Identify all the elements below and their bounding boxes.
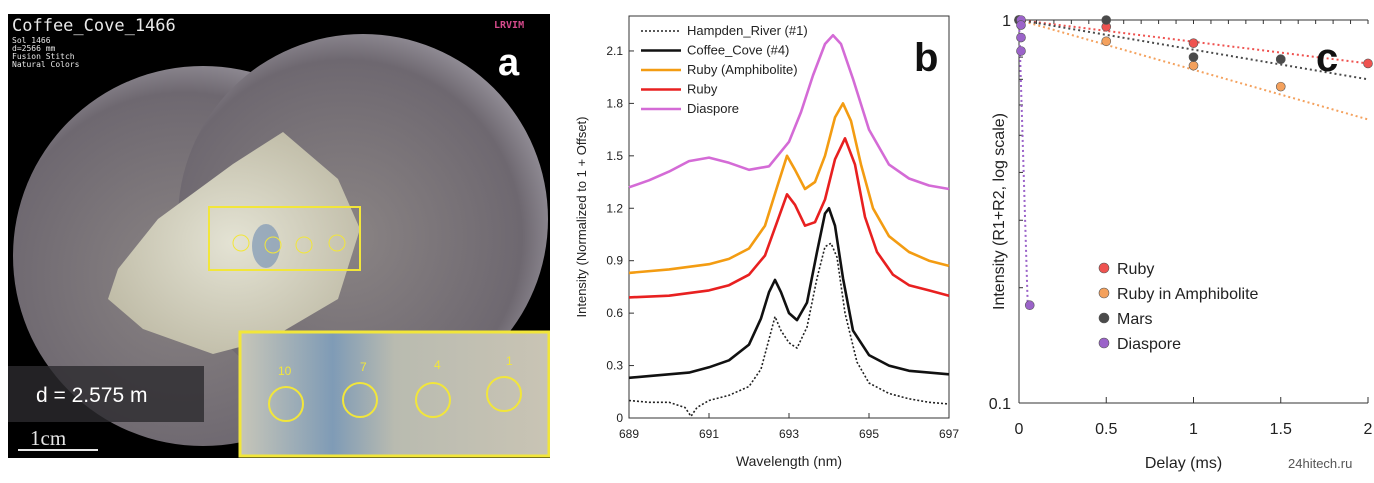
x-tick-label: 0 <box>1015 421 1024 438</box>
y-tick-label: 0 <box>616 411 623 425</box>
spot-label: 4 <box>434 358 441 372</box>
spot-circle <box>486 376 522 412</box>
y-tick-label: 1.8 <box>606 96 623 110</box>
y-tick-label: 0.1 <box>989 396 1011 413</box>
spot-label: 7 <box>360 360 367 374</box>
watermark: 24hitech.ru <box>1288 456 1353 471</box>
spot-circle <box>268 386 304 422</box>
panel-letter-a: a <box>498 42 520 84</box>
y-tick-label: 0.3 <box>606 359 623 373</box>
x-tick-label: 0.5 <box>1095 421 1117 438</box>
y-tick-label: 0.9 <box>606 254 623 268</box>
x-tick-label: 689 <box>619 427 639 441</box>
series-line <box>628 242 950 418</box>
panel-c-decay-chart: 0.1 1 0 0.5 1 1.5 2 Delay (ms) Intensity (R1+R2,… <box>980 0 1374 478</box>
data-point <box>1101 15 1112 25</box>
spot-marker-small <box>295 236 313 254</box>
spot-circle <box>415 382 451 418</box>
zoom-inset[interactable] <box>238 330 550 458</box>
x-tick-label: 1.5 <box>1270 421 1292 438</box>
distance-box <box>8 366 204 422</box>
legend-label: Hampden_River (#1) <box>687 23 808 38</box>
data-point <box>1016 32 1026 43</box>
legend-marker <box>1098 337 1110 349</box>
distance-label: d = 2.575 m <box>36 384 148 407</box>
legend-marker <box>1098 287 1110 299</box>
fit-line <box>1018 19 1369 81</box>
series-line <box>628 207 950 380</box>
x-tick-label: 2 <box>1364 421 1373 438</box>
x-tick-label: 697 <box>939 427 959 441</box>
panel-letter-c: c <box>1316 36 1339 80</box>
decay-plot: 0.1 1 0 0.5 1 1.5 2 Delay (ms) Intensity (R1+R2,… <box>989 13 1373 472</box>
legend-label: Diaspore <box>1117 336 1181 353</box>
data-point <box>1363 58 1373 69</box>
legend-label: Ruby (Amphibolite) <box>687 62 798 77</box>
y-tick-label: 1 <box>1002 13 1011 30</box>
data-point <box>1188 52 1199 62</box>
spot-label: 10 <box>278 364 292 378</box>
data-point <box>1188 38 1199 48</box>
highlight-box[interactable] <box>208 206 361 271</box>
legend-label: Ruby in Amphibolite <box>1117 286 1259 303</box>
panel-b-spectra-chart: 0 0.3 0.6 0.9 1.2 1.5 1.8 2.1 689 691 693 695 697 Wav… <box>560 0 980 478</box>
image-meta: Sol 1466 d=2566 mm Fusion Stitch Natural… <box>12 37 79 69</box>
legend-label: Diaspore <box>687 101 739 116</box>
rock-photo <box>8 34 550 458</box>
spot-marker-small <box>264 236 282 254</box>
x-tick-label: 1 <box>1189 421 1198 438</box>
data-point <box>1188 60 1199 71</box>
legend-marker <box>1098 262 1110 274</box>
series-line <box>628 33 950 191</box>
image-title: Coffee_Cove_1466 <box>12 16 176 36</box>
y-tick-label: 0.6 <box>606 306 623 320</box>
legend-label: Ruby <box>687 82 718 97</box>
spot-label: 1 <box>506 354 513 368</box>
spectra-plot: 0 0.3 0.6 0.9 1.2 1.5 1.8 2.1 689 691 693 695 697 Wav… <box>574 15 959 469</box>
spot-marker-small <box>328 234 346 252</box>
y-tick-label: 1.5 <box>606 149 623 163</box>
meta-line: d=2566 mm <box>12 44 56 53</box>
fit-line <box>1018 19 1029 306</box>
camera-logo: LRVIM <box>494 20 525 31</box>
y-tick-label: 2.1 <box>606 44 623 58</box>
scale-label: 1cm <box>30 426 67 450</box>
data-point <box>1275 81 1286 92</box>
data-point <box>1101 36 1112 47</box>
legend-label: Coffee_Cove (#4) <box>687 43 789 58</box>
rock <box>108 132 360 354</box>
panel-a-rock-image: Coffee_Cove_1466 Sol 1466 d=2566 mm Fusi… <box>8 14 550 458</box>
data-point <box>1275 54 1286 65</box>
data-point <box>1016 46 1026 56</box>
spot-marker-small <box>232 234 250 252</box>
meta-line: Natural Colors <box>12 60 80 69</box>
meta-line: Fusion Stitch <box>12 52 75 61</box>
x-tick-label: 693 <box>779 427 799 441</box>
panel-letter-b: b <box>914 36 939 80</box>
legend-marker <box>1098 312 1110 324</box>
series-line <box>628 102 950 275</box>
data-point <box>1016 20 1026 30</box>
y-axis-label: Intensity (R1+R2, log scale) <box>991 113 1008 310</box>
y-axis-label: Intensity (Normalized to 1 + Offset) <box>574 117 589 318</box>
spot-circle <box>342 382 378 418</box>
legend-label: Ruby <box>1117 261 1154 278</box>
x-axis-label: Delay (ms) <box>1145 455 1222 472</box>
x-tick-label: 691 <box>699 427 719 441</box>
data-point <box>1024 300 1035 311</box>
y-tick-label: 1.2 <box>606 201 623 215</box>
series-line <box>628 137 950 299</box>
x-tick-label: 695 <box>859 427 879 441</box>
meta-line: Sol 1466 <box>12 36 51 45</box>
x-axis-label: Wavelength (nm) <box>736 453 842 469</box>
blue-region <box>252 224 280 268</box>
legend-label: Mars <box>1117 311 1153 328</box>
